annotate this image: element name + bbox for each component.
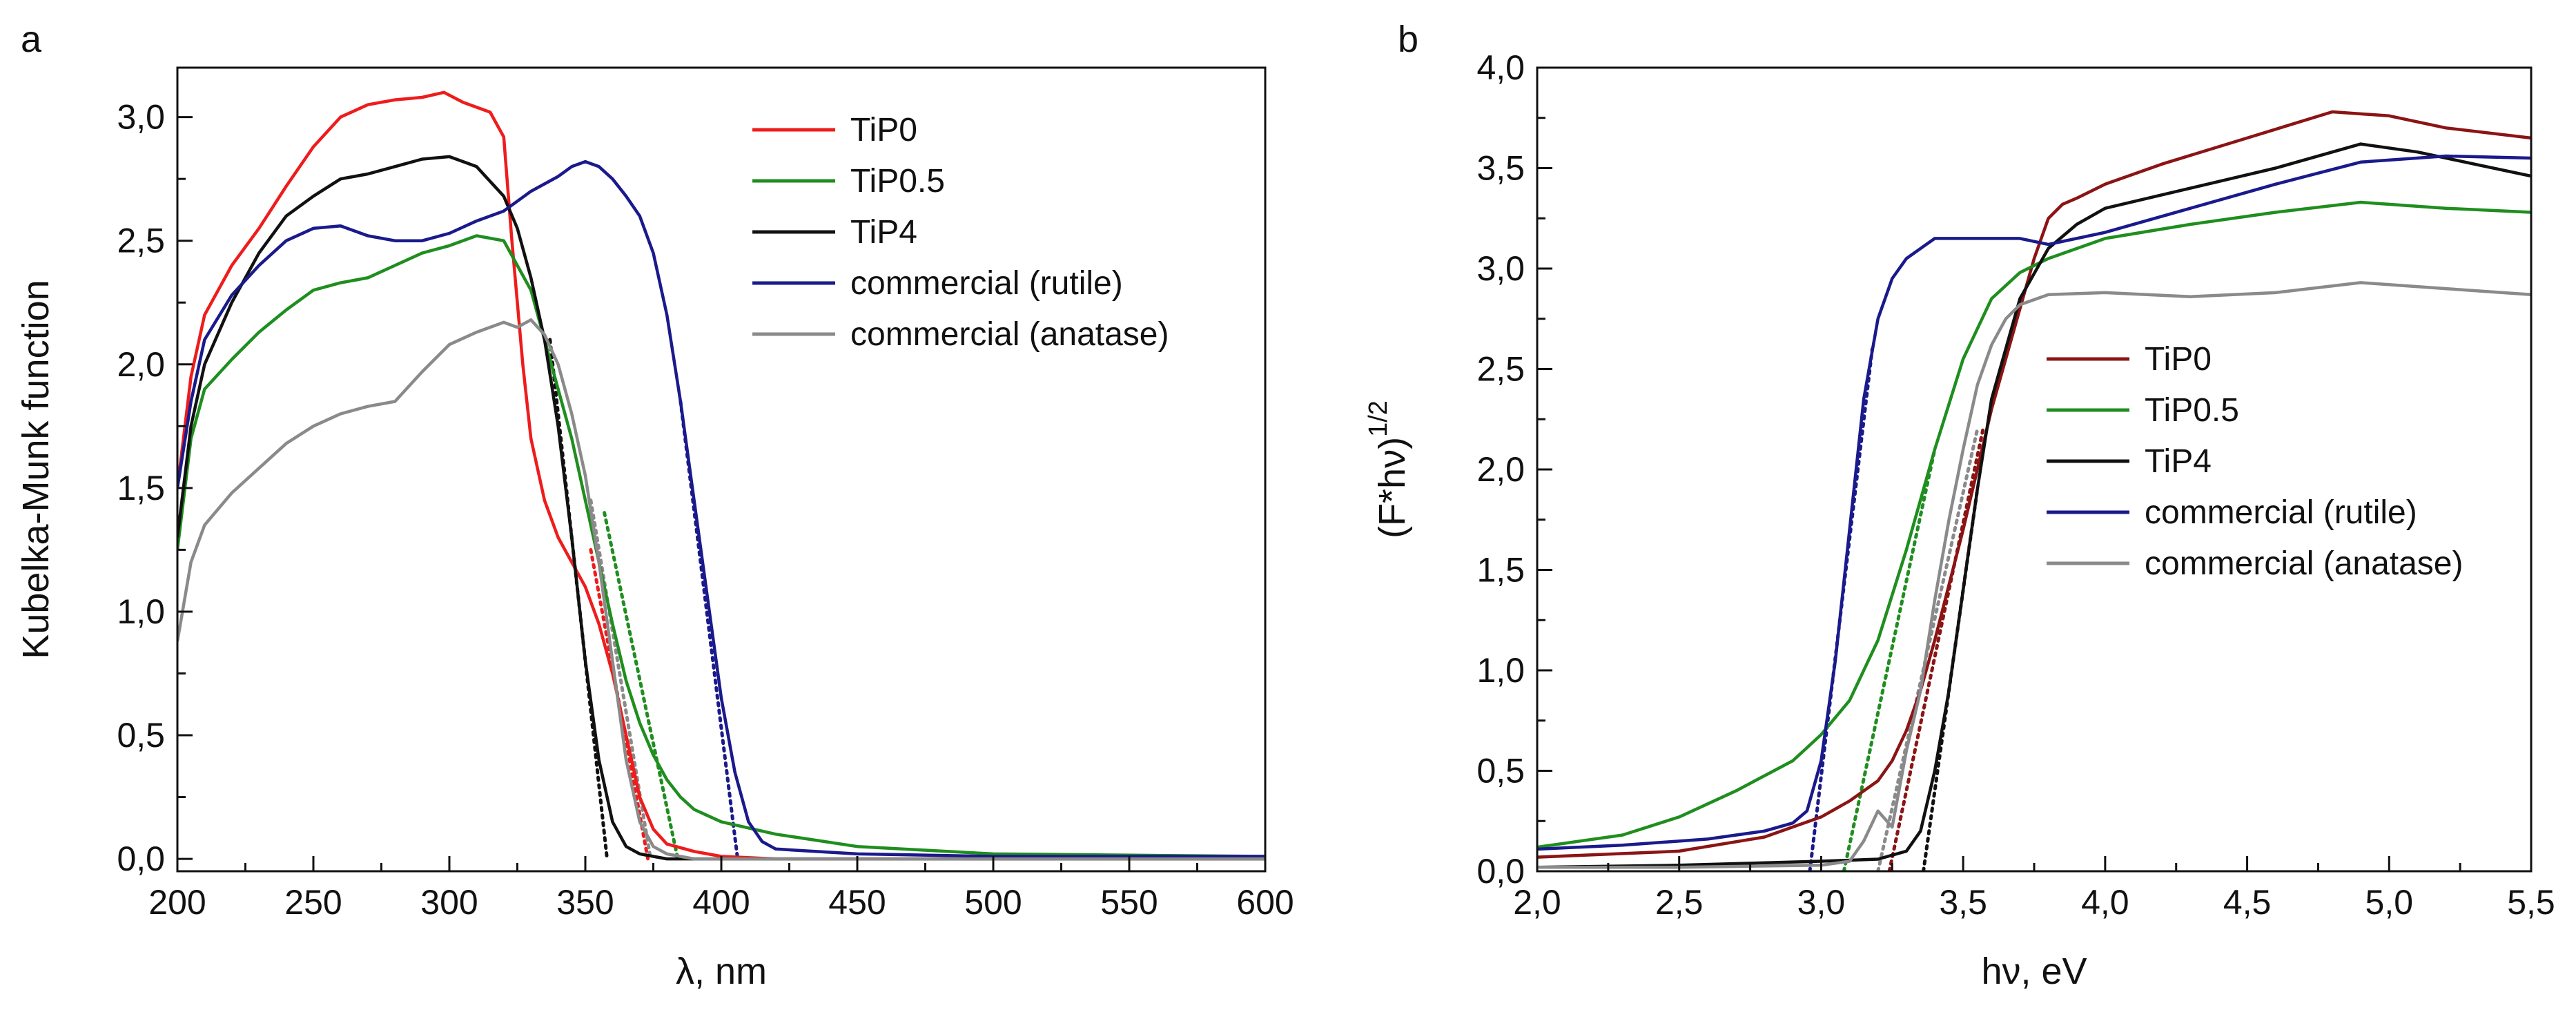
y-tick-label: 0,0 [1476, 852, 1525, 891]
x-tick-label: 500 [964, 883, 1022, 922]
y-axis-title-b-main: (F*hν) [1372, 437, 1413, 538]
legend-label: commercial (anatase) [850, 316, 1169, 353]
tangent-line [1842, 447, 1937, 871]
series-line-commercial-rutile [1537, 154, 2531, 851]
y-tick-label: 2,0 [117, 345, 165, 384]
series-line-tip0-5 [1537, 200, 2531, 849]
x-tick-label: 2,0 [1513, 883, 1561, 922]
legend-label: commercial (rutile) [850, 265, 1123, 302]
series-line-tip0 [177, 90, 1265, 861]
y-tick-label: 3,0 [1476, 249, 1525, 288]
y-tick-label: 4,0 [1476, 48, 1525, 87]
y-tick-label: 0,5 [1476, 752, 1525, 790]
y-tick-label: 1,0 [1476, 651, 1525, 690]
y-tick-label: 2,5 [1476, 350, 1525, 389]
y-tick-label: 1,5 [117, 469, 165, 507]
x-tick-label: 2,5 [1655, 883, 1704, 922]
series-line-tip0 [1537, 110, 2531, 859]
panel-letter-b: b [1398, 19, 1418, 60]
x-tick-label: 600 [1236, 883, 1294, 922]
legend-label: TiP0 [850, 112, 917, 148]
tangent-line [589, 547, 650, 861]
legend-label: commercial (anatase) [2145, 545, 2463, 582]
legend-label: commercial (rutile) [2145, 494, 2417, 531]
y-tick-label: 2,5 [117, 222, 165, 260]
legend-label: TiP4 [2145, 443, 2212, 480]
legend-b: TiP0 TiP0.5 TiP4 commercial (rutile) commerc… [2047, 341, 2463, 582]
tangent-line [1808, 347, 1874, 871]
plot-frame-b [1536, 66, 2533, 873]
y-tick-label: 0,5 [117, 716, 165, 755]
x-tick-label: 250 [284, 883, 342, 922]
tangent-line [1887, 427, 1985, 871]
y-tick-label: 3,5 [1476, 149, 1525, 188]
series-line-tip4 [177, 155, 1265, 861]
x-tick-label: 550 [1100, 883, 1158, 922]
x-tick-label: 5,5 [2507, 883, 2555, 922]
x-tick-label: 450 [828, 883, 886, 922]
panel-b-tauc-chart: b 2,0 2,5 3,0 3,5 4,0 4,5 5,0 5,5 0,0 0,5 1,0 1,5 2,… [1364, 19, 2555, 992]
x-tick-label: 350 [556, 883, 614, 922]
x-tick-label: 400 [692, 883, 750, 922]
panel-a-kubelka-munk-chart: a 200 250 300 350 400 450 500 550 600 0,0 0,5 1,0 1,… [15, 19, 1294, 992]
legend-a: TiP0 TiP0.5 TiP4 commercial (rutile) commerc… [752, 112, 1169, 353]
x-tick-label: 3,5 [1939, 883, 1987, 922]
x-tick-label: 3,0 [1797, 883, 1846, 922]
series-line-commercial-rutile [177, 159, 1265, 858]
y-tick-label: 1,5 [1476, 551, 1525, 590]
x-tick-label: 200 [148, 883, 206, 922]
x-tick-label: 300 [420, 883, 478, 922]
panel-letter-a: a [21, 19, 42, 60]
y-tick-label: 1,0 [117, 592, 165, 631]
series-line-commercial-anatase [177, 318, 1265, 861]
x-tick-label: 4,0 [2081, 883, 2129, 922]
tangent-line [603, 511, 680, 861]
series-line-tip4 [1537, 142, 2531, 869]
legend-label: TiP0.5 [850, 163, 945, 200]
x-axis-title-a: λ, nm [676, 951, 767, 992]
y-tick-label: 3,0 [117, 98, 165, 137]
x-axis-title-b: hν, eV [1981, 951, 2087, 992]
x-tick-label: 4,5 [2223, 883, 2272, 922]
legend-label: TiP4 [850, 214, 917, 251]
series-line-commercial-anatase [1537, 281, 2531, 869]
y-axis-title-a: Kubelka-Munk function [15, 280, 57, 659]
x-tick-label: 5,0 [2365, 883, 2414, 922]
y-axis-title-b-superscript: 1/2 [1364, 400, 1393, 437]
legend-label: TiP0 [2145, 341, 2212, 378]
y-axis-title-b: (F*hν)1/2 [1364, 400, 1413, 538]
legend-label: TiP0.5 [2145, 392, 2239, 429]
y-tick-label: 0,0 [117, 839, 165, 878]
y-tick-label: 2,0 [1476, 450, 1525, 489]
plot-frame-a [176, 66, 1267, 873]
